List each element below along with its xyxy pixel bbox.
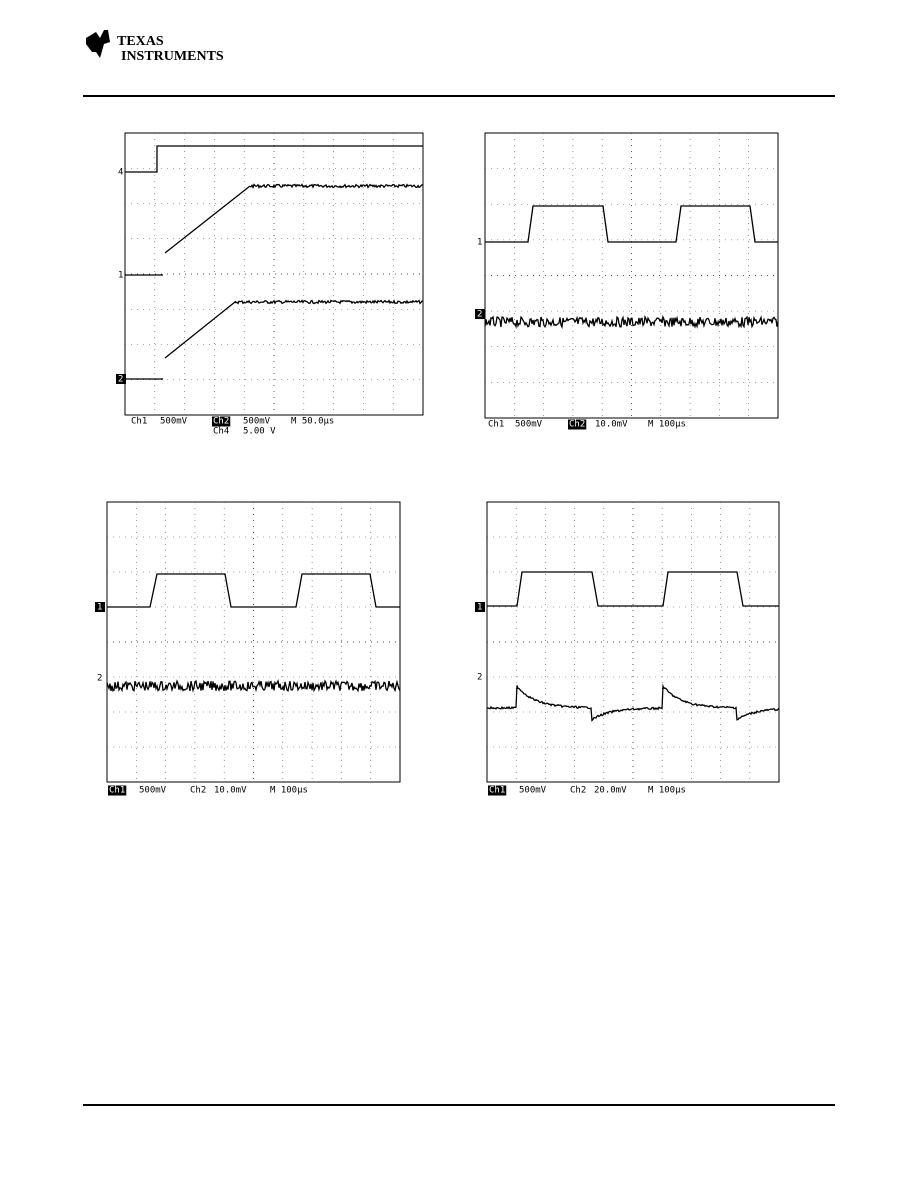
readout: 500mV: [160, 417, 188, 427]
readout: Ch2: [213, 417, 229, 427]
trace: [485, 205, 778, 243]
readout: M 100µs: [648, 420, 686, 430]
readout-box: [212, 416, 231, 427]
trace: [107, 573, 400, 608]
channel-marker: 1: [118, 271, 123, 281]
readout: Ch2: [569, 420, 585, 430]
readout: 5.00 V: [243, 427, 276, 437]
channel-marker: 1: [97, 603, 102, 613]
trace: [234, 299, 423, 305]
trace: [164, 185, 251, 254]
readout: Ch1: [131, 417, 147, 427]
readout: 20.0mV: [594, 786, 627, 796]
marker-box: [95, 602, 105, 612]
logo-icon: [86, 30, 110, 58]
trace: [125, 145, 423, 173]
marker-box: [475, 309, 485, 319]
trace: [486, 683, 780, 723]
logo-text: TEXAS: [117, 34, 164, 49]
channel-marker: 2: [477, 310, 482, 320]
marker-box: [475, 602, 485, 612]
trace: [164, 301, 236, 359]
readout: M 100µs: [270, 786, 308, 796]
readout: 10.0mV: [214, 786, 247, 796]
trace: [249, 183, 424, 190]
readout: 500mV: [243, 417, 271, 427]
readout: Ch2: [570, 786, 586, 796]
channel-marker: 1: [477, 238, 482, 248]
readout: 500mV: [139, 786, 167, 796]
channel-marker: 2: [97, 674, 102, 684]
readout: Ch2: [190, 786, 206, 796]
marker-box: [116, 374, 126, 384]
readout-box: [488, 785, 507, 796]
logo: TEXAS INSTRUMENTS: [86, 30, 224, 64]
readout: M 50.0µs: [291, 417, 334, 427]
readout: M 100µs: [648, 786, 686, 796]
trace: [106, 678, 401, 693]
readout-box: [568, 419, 587, 430]
channel-marker: 4: [118, 168, 123, 178]
readout: Ch4: [213, 427, 229, 437]
logo-text: INSTRUMENTS: [121, 49, 224, 64]
channel-marker: 2: [118, 375, 123, 385]
readout: Ch1: [489, 786, 505, 796]
trace: [487, 571, 779, 607]
trace: [484, 314, 779, 330]
readout: 10.0mV: [595, 420, 628, 430]
readout-box: [108, 785, 127, 796]
readout: Ch1: [109, 786, 125, 796]
channel-marker: 1: [477, 603, 482, 613]
readout: 500mV: [515, 420, 543, 430]
readout: Ch1: [488, 420, 504, 430]
channel-marker: 2: [477, 673, 482, 683]
readout: 500mV: [519, 786, 547, 796]
